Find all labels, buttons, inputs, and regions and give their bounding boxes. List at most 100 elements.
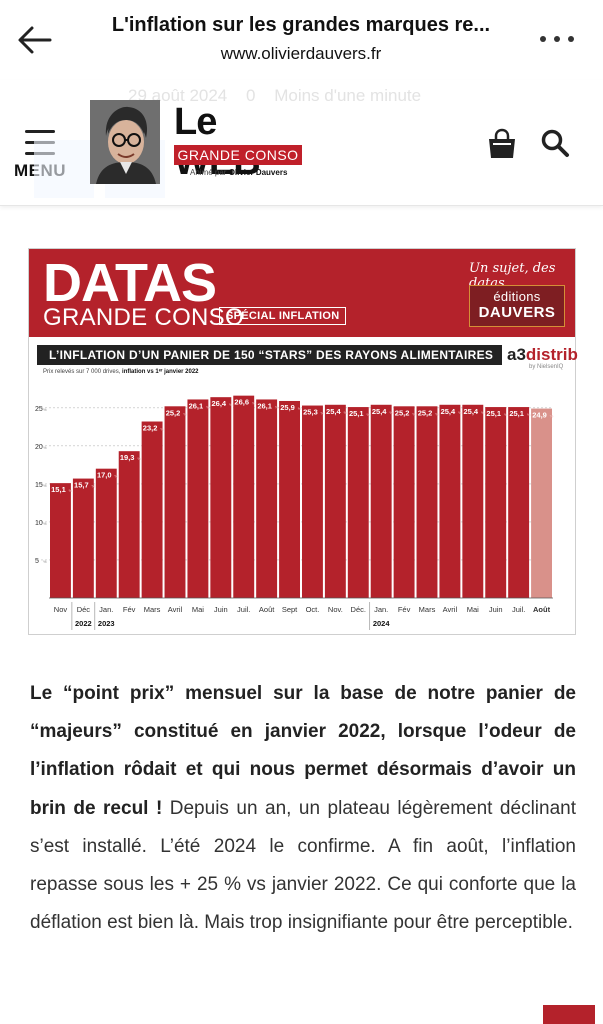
read-time: Moins d'une minute [274,86,422,105]
scroll-top-button[interactable] [543,1005,595,1024]
bar-value-unit: % [550,414,554,419]
x-tick-label: Mars [144,605,161,614]
datas-title: DATAS [43,253,217,313]
bar [50,483,71,598]
bar-value-unit: % [275,404,279,409]
logo-credit-prefix: Animé par [190,168,229,177]
bar [485,407,507,598]
bar-value-label: 25,4 [372,407,387,416]
x-tick-label: Août [259,605,275,614]
x-tick-label: Déc. [351,605,366,614]
arrow-left-icon[interactable] [14,22,56,58]
bar [370,404,392,598]
chart-title: L’INFLATION D’UN PANIER DE 150 “STARS” D… [37,345,502,365]
bar-value-unit: % [206,404,210,409]
bar-value-unit: % [412,411,416,416]
x-tick-label: Oct. [306,605,320,614]
bar [302,405,323,598]
x-tick-label: Mars [419,605,436,614]
a3distrib-logo: a3distrib [507,345,578,365]
browser-url[interactable]: www.olivierdauvers.fr [220,44,382,63]
shopping-bag-icon[interactable] [486,128,518,160]
bar-value-unit: % [527,412,531,417]
search-icon[interactable] [540,128,570,158]
logo-credit-name: Olivier Dauvers [228,168,288,177]
bar-value-label: 25,4 [464,407,479,416]
x-tick-label: Juil. [237,605,250,614]
x-tick-label: Jan. [374,605,388,614]
bar [324,404,346,598]
editions-dauvers-logo: éditions DAUVERS [469,285,565,327]
x-tick-label: Avril [443,605,458,614]
nielseniq-label: by NielsenIQ [529,364,564,370]
y-tick-unit: % [43,483,47,488]
bar [187,399,209,598]
bar-value-unit: % [344,410,348,415]
bar-value-label: 17,0 [97,471,112,480]
bar [462,404,484,598]
site-logo[interactable]: Le WEB GRANDE CONSO Animé par Olivier Da… [90,100,306,184]
bar-value-label: 26,1 [189,401,204,410]
bar [347,407,369,598]
x-tick-label: Sept [282,605,298,614]
bar [416,406,438,598]
year-label: 2023 [98,619,115,628]
bar-value-label: 15,7 [74,481,89,490]
y-tick-label: 10 [35,520,43,527]
bar-value-unit: % [114,474,118,479]
bar [279,400,300,598]
y-tick-unit: % [43,407,47,412]
bar [210,397,232,598]
bar-value-label: 25,4 [441,407,456,416]
bar-value-label: 24,9 [532,411,547,420]
inflation-infographic: DATAS GRANDE CONSO SPÉCIAL INFLATION Un … [28,248,578,635]
x-tick-label: Avril [168,605,183,614]
y-tick-unit: % [43,559,47,564]
chart-note-bold: inflation vs 1ᵉʳ janvier 2022 [122,369,199,375]
y-tick-unit: % [43,445,47,450]
bar [141,421,163,598]
bar-value-unit: % [298,406,302,411]
bar-value-unit: % [389,410,393,415]
bar-value-label: 26,1 [257,401,272,410]
bar-value-unit: % [366,412,370,417]
bar-value-unit: % [435,411,439,416]
y-tick-label: 5 [35,558,39,565]
article-paragraph: Le “point prix” mensuel sur la base de n… [30,675,576,942]
bar [256,399,278,598]
x-tick-label: Déc [77,605,91,614]
x-tick-label: Jan. [99,605,113,614]
bar-value-label: 25,1 [509,409,524,418]
x-tick-label: Août [533,605,551,614]
bar [508,407,530,598]
chart-note: Prix relevés sur 7 000 drives, inflation… [43,369,199,375]
bar-value-unit: % [92,484,96,489]
bar-value-unit: % [504,412,508,417]
bar-value-unit: % [458,410,462,415]
bar-value-label: 25,2 [395,408,410,417]
x-tick-label: Mai [467,605,479,614]
bar-value-label: 25,1 [349,409,364,418]
y-tick-label: 15 [35,482,43,489]
grande-conso-title: GRANDE CONSO [43,304,244,331]
bar-value-label: 25,4 [326,407,341,416]
bar [72,478,94,598]
a3-label: a3 [507,345,526,364]
x-tick-label: Fév [123,605,136,614]
article-body: Depuis un an, un plateau légèrement décl… [30,797,576,934]
x-tick-label: Nov. [328,605,343,614]
special-inflation-badge: SPÉCIAL INFLATION [219,307,347,325]
comment-count: 0 [246,86,256,105]
bar-value-unit: % [160,427,164,432]
year-label: 2022 [75,619,92,628]
bar [164,406,186,598]
more-horizontal-icon[interactable] [537,32,577,46]
editions-label: éditions [493,289,541,304]
faded-background-block [34,140,94,198]
y-tick-label: 25 [35,406,43,413]
logo-subtitle: GRANDE CONSO [174,145,302,165]
year-label: 2024 [373,619,391,628]
infographic-header: DATAS GRANDE CONSO SPÉCIAL INFLATION Un … [29,249,575,337]
x-tick-label: Juil. [512,605,525,614]
